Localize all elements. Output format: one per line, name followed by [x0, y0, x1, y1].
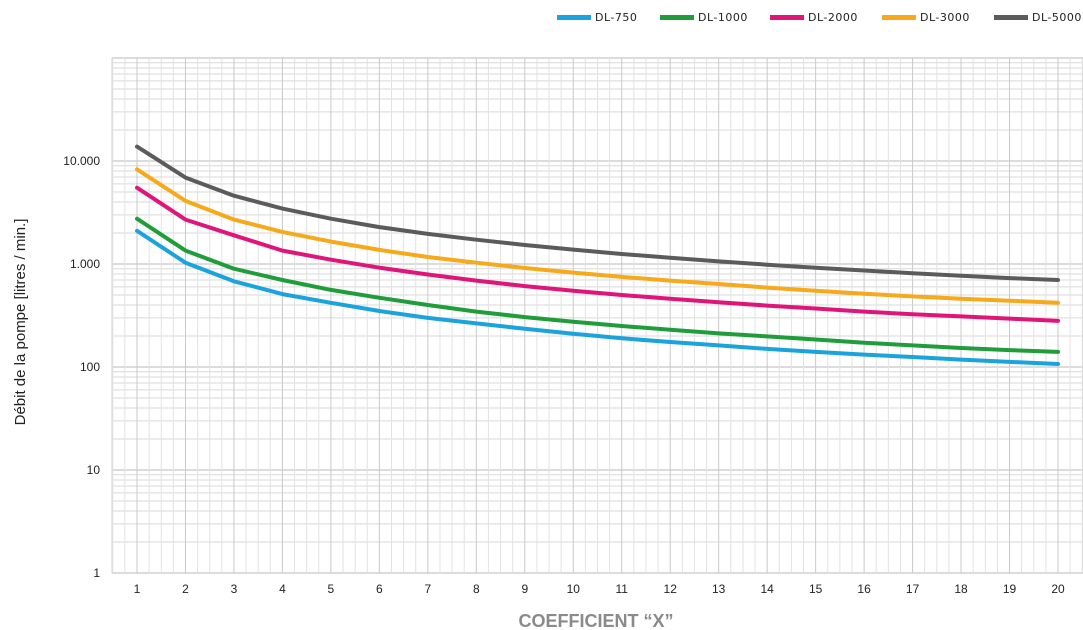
x-tick-label: 18 — [954, 582, 968, 596]
legend-swatch — [882, 15, 916, 20]
legend-swatch — [994, 15, 1028, 20]
x-tick-label: 7 — [424, 582, 431, 596]
series-layer — [135, 144, 1060, 366]
legend-label: DL-2000 — [808, 11, 858, 24]
legend-item-dl-2000: DL-2000 — [770, 11, 858, 24]
series-line-dl-3000 — [135, 167, 1060, 305]
x-tick-label: 9 — [521, 582, 528, 596]
x-tick-label: 3 — [231, 582, 238, 596]
y-tick-label: 10.000 — [63, 154, 100, 168]
legend-label: DL-3000 — [920, 11, 970, 24]
legend-swatch — [557, 15, 591, 20]
x-tick-label: 2 — [182, 582, 189, 596]
legend-label: DL-1000 — [698, 11, 748, 24]
y-tick-label: 1 — [93, 566, 100, 580]
x-axis-ticks: 1 2 3 4 5 6 7 8 9 10 11 12 13 14 15 16 17 18 19 20 — [134, 582, 1065, 596]
y-tick-label: 1.000 — [70, 257, 100, 271]
series-line-dl-1000 — [135, 216, 1060, 354]
x-tick-label: 11 — [616, 582, 629, 596]
legend-swatch — [770, 15, 804, 20]
y-axis-ticks: 1 10 100 1.000 10.000 — [63, 154, 100, 580]
x-tick-label: 4 — [279, 582, 286, 596]
legend: DL-750 DL-1000 DL-2000 DL-3000 DL-5000 — [557, 11, 1082, 24]
x-tick-label: 13 — [712, 582, 726, 596]
x-tick-label: 10 — [567, 582, 581, 596]
legend-label: DL-5000 — [1032, 11, 1082, 24]
series-line-dl-2000 — [135, 185, 1060, 323]
x-tick-label: 12 — [664, 582, 678, 596]
x-tick-label: 5 — [328, 582, 335, 596]
x-tick-label: 19 — [1003, 582, 1017, 596]
legend-item-dl-5000: DL-5000 — [994, 11, 1082, 24]
x-tick-label: 17 — [906, 582, 920, 596]
series-line-dl-750 — [135, 228, 1060, 366]
legend-item-dl-1000: DL-1000 — [660, 11, 748, 24]
legend-item-dl-750: DL-750 — [557, 11, 637, 24]
x-tick-label: 16 — [857, 582, 871, 596]
x-tick-label: 15 — [809, 582, 823, 596]
x-axis-label: COEFFICIENT “X” — [518, 611, 673, 630]
legend-item-dl-3000: DL-3000 — [882, 11, 970, 24]
x-tick-label: 8 — [473, 582, 480, 596]
x-tick-label: 14 — [760, 582, 774, 596]
x-tick-label: 6 — [376, 582, 383, 596]
y-axis-label: Débit de la pompe [litres / min.] — [12, 219, 29, 426]
x-tick-label: 20 — [1051, 582, 1065, 596]
series-line-dl-5000 — [135, 144, 1060, 282]
legend-swatch — [660, 15, 694, 20]
y-tick-label: 100 — [80, 360, 100, 374]
x-tick-label: 1 — [134, 582, 141, 596]
legend-label: DL-750 — [595, 11, 637, 24]
y-tick-label: 10 — [87, 463, 101, 477]
